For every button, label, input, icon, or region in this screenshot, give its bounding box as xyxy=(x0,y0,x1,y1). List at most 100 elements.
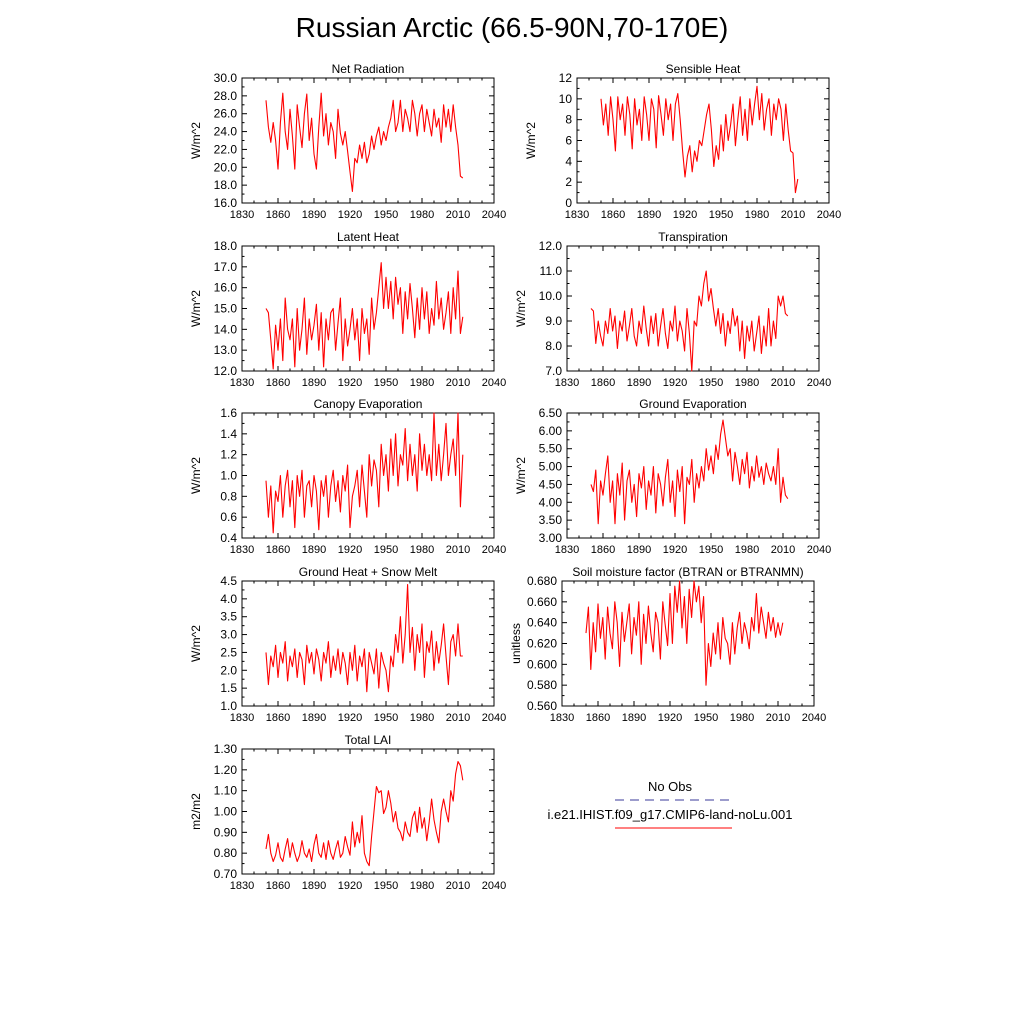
plot-frame xyxy=(561,580,815,707)
chart-panel-canopy-evaporation: Canopy Evaporation 1830 1860 1890 1920 1950 19… xyxy=(189,397,506,556)
x-tick-label: 2010 xyxy=(446,712,470,724)
legend-model-label: i.e21.IHIST.f09_g17.CMIP6-land-noLu.001 xyxy=(547,807,793,822)
x-tick-label: 1950 xyxy=(694,712,718,724)
x-tick-label: 1980 xyxy=(730,712,754,724)
x-tick-label: 1890 xyxy=(627,377,651,389)
x-tick-label: 2040 xyxy=(482,544,506,556)
y-tick-label: 26.0 xyxy=(214,107,238,121)
y-tick-label: 4.50 xyxy=(539,477,563,491)
x-tick-label: 1830 xyxy=(230,880,254,892)
x-tick-label: 1920 xyxy=(338,712,362,724)
y-axis-label: W/m^2 xyxy=(514,457,528,494)
x-tick-label: 2040 xyxy=(482,377,506,389)
y-tick-label: 2 xyxy=(565,175,572,189)
x-tick-label: 1950 xyxy=(374,377,398,389)
y-tick-label: 10.0 xyxy=(539,289,563,303)
x-tick-label: 1830 xyxy=(550,712,574,724)
x-tick-label: 1980 xyxy=(410,209,434,221)
series-line xyxy=(265,584,463,693)
y-tick-label: 5.00 xyxy=(539,460,563,474)
x-tick-label: 2010 xyxy=(446,880,470,892)
panel-title: Latent Heat xyxy=(337,230,400,244)
y-tick-label: 14.0 xyxy=(214,322,238,336)
x-tick-label: 2010 xyxy=(771,377,795,389)
x-tick-label: 1950 xyxy=(699,544,723,556)
y-tick-label: 1.6 xyxy=(220,406,237,420)
y-tick-label: 12.0 xyxy=(214,364,238,378)
y-tick-label: 0.660 xyxy=(527,595,557,609)
x-tick-label: 2040 xyxy=(802,712,826,724)
series-line xyxy=(265,760,464,867)
x-tick-label: 1860 xyxy=(586,712,610,724)
y-tick-label: 0.80 xyxy=(214,846,238,860)
y-tick-label: 0.90 xyxy=(214,825,238,839)
y-tick-label: 3.00 xyxy=(539,531,563,545)
y-tick-label: 10 xyxy=(559,92,573,106)
x-tick-label: 1860 xyxy=(266,712,290,724)
series-line xyxy=(585,580,784,686)
y-tick-label: 4 xyxy=(565,154,572,168)
y-axis-label: W/m^2 xyxy=(189,290,203,327)
x-tick-label: 1920 xyxy=(658,712,682,724)
legend-obs-label: No Obs xyxy=(647,779,693,794)
x-tick-label: 1890 xyxy=(637,209,661,221)
x-tick-label: 2040 xyxy=(482,880,506,892)
y-tick-label: 1.0 xyxy=(220,469,237,483)
y-tick-label: 1.00 xyxy=(214,805,238,819)
y-tick-label: 0.8 xyxy=(220,489,237,503)
y-tick-label: 3.50 xyxy=(539,513,563,527)
y-tick-label: 3.0 xyxy=(220,628,237,642)
x-tick-label: 2010 xyxy=(446,209,470,221)
y-tick-label: 2.0 xyxy=(220,663,237,677)
y-tick-label: 6 xyxy=(565,134,572,148)
y-tick-label: 0.560 xyxy=(527,699,557,713)
y-tick-label: 1.30 xyxy=(214,742,238,756)
x-tick-label: 1920 xyxy=(338,209,362,221)
panel-title: Canopy Evaporation xyxy=(314,397,423,411)
series-line xyxy=(265,92,464,192)
x-tick-label: 1830 xyxy=(230,377,254,389)
y-tick-label: 6.00 xyxy=(539,424,563,438)
figure-title: Russian Arctic (66.5-90N,70-170E) xyxy=(295,12,729,43)
x-tick-label: 1830 xyxy=(230,209,254,221)
x-tick-label: 1860 xyxy=(266,209,290,221)
series-line xyxy=(265,262,464,370)
y-tick-label: 1.0 xyxy=(220,699,237,713)
x-tick-label: 1950 xyxy=(699,377,723,389)
x-tick-label: 2040 xyxy=(807,544,831,556)
x-tick-label: 1860 xyxy=(591,544,615,556)
y-tick-label: 28.0 xyxy=(214,89,238,103)
x-tick-label: 2010 xyxy=(446,544,470,556)
y-axis-label: W/m^2 xyxy=(514,290,528,327)
x-tick-label: 1980 xyxy=(410,880,434,892)
y-tick-label: 8.0 xyxy=(545,339,562,353)
x-tick-label: 1920 xyxy=(338,880,362,892)
y-tick-label: 12 xyxy=(559,71,573,85)
y-axis-label: W/m^2 xyxy=(189,625,203,662)
x-tick-label: 1980 xyxy=(410,712,434,724)
legend-model-line xyxy=(615,827,732,829)
y-tick-label: 13.0 xyxy=(214,343,238,357)
x-tick-label: 1830 xyxy=(230,712,254,724)
x-tick-label: 1950 xyxy=(374,880,398,892)
chart-panel-soil-moisture-factor: Soil moisture factor (BTRAN or BTRANMN) 1… xyxy=(509,565,826,724)
y-tick-label: 0.600 xyxy=(527,657,557,671)
y-tick-label: 0.580 xyxy=(527,678,557,692)
y-tick-label: 0.680 xyxy=(527,574,557,588)
y-tick-label: 22.0 xyxy=(214,142,238,156)
y-tick-label: 12.0 xyxy=(539,239,563,253)
panel-title: Sensible Heat xyxy=(666,62,741,76)
y-tick-label: 0.620 xyxy=(527,637,557,651)
x-tick-label: 1980 xyxy=(410,377,434,389)
y-tick-label: 18.0 xyxy=(214,239,238,253)
y-tick-label: 1.20 xyxy=(214,763,238,777)
y-tick-label: 1.5 xyxy=(220,681,237,695)
x-tick-label: 1890 xyxy=(302,712,326,724)
x-tick-label: 1950 xyxy=(374,712,398,724)
series-line xyxy=(590,270,789,372)
y-axis-label: W/m^2 xyxy=(524,122,538,159)
y-tick-label: 6.50 xyxy=(539,406,563,420)
y-tick-label: 3.5 xyxy=(220,610,237,624)
x-tick-label: 2010 xyxy=(446,377,470,389)
